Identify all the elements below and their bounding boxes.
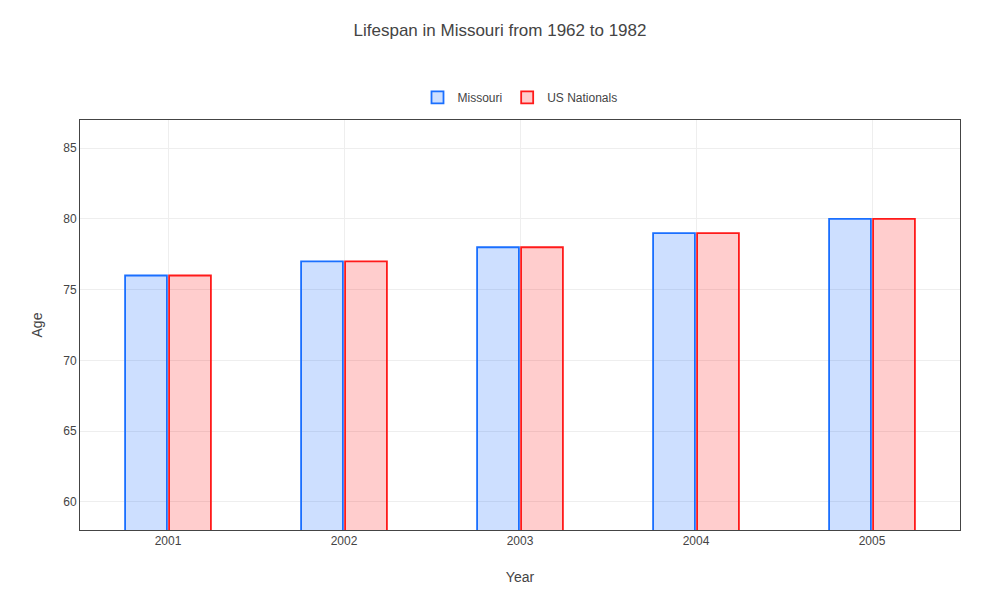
svg-text:US Nationals: US Nationals <box>547 91 617 105</box>
svg-text:2004: 2004 <box>683 534 710 548</box>
svg-text:2001: 2001 <box>155 534 182 548</box>
svg-text:Missouri: Missouri <box>458 91 503 105</box>
svg-text:Age: Age <box>29 312 45 337</box>
svg-text:70: 70 <box>63 354 77 368</box>
svg-text:60: 60 <box>63 495 77 509</box>
svg-text:2005: 2005 <box>859 534 886 548</box>
svg-text:Lifespan in Missouri from 1962: Lifespan in Missouri from 1962 to 1982 <box>354 21 647 40</box>
svg-text:75: 75 <box>63 283 77 297</box>
svg-text:85: 85 <box>63 141 77 155</box>
svg-text:65: 65 <box>63 424 77 438</box>
svg-text:Year: Year <box>506 569 535 585</box>
svg-text:2002: 2002 <box>331 534 358 548</box>
svg-text:80: 80 <box>63 212 77 226</box>
svg-text:2003: 2003 <box>507 534 534 548</box>
